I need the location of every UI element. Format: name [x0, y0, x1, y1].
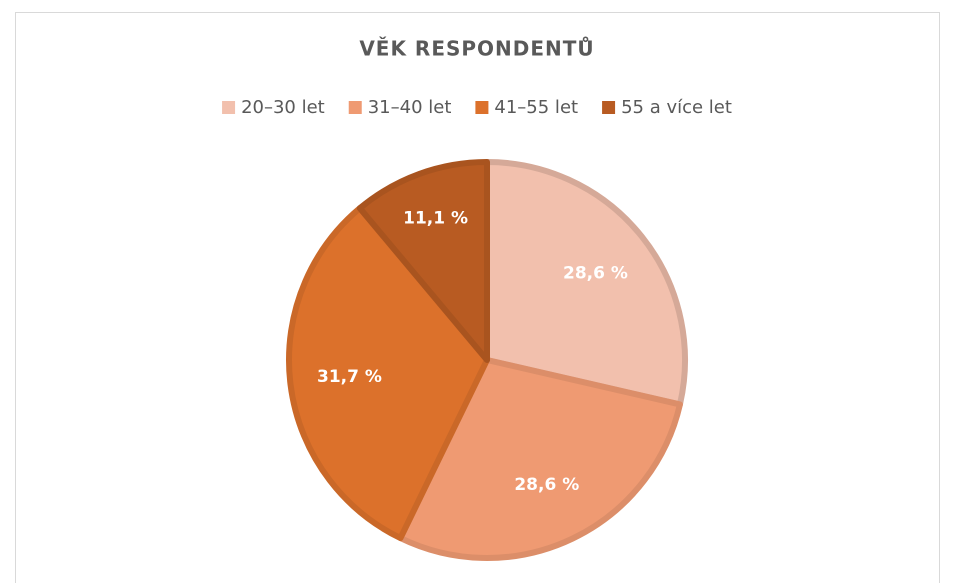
pie-slice	[286, 205, 490, 542]
legend-swatch	[348, 101, 362, 114]
pie-slice	[484, 159, 688, 408]
legend-swatch	[602, 101, 616, 114]
legend-swatch	[222, 101, 236, 114]
pie-slice	[397, 357, 683, 561]
legend-label: 41–55 let	[494, 97, 578, 118]
legend-label: 55 a více let	[621, 97, 732, 118]
data-label: 28,6 %	[563, 264, 628, 284]
legend-swatch	[475, 101, 489, 114]
chart-title: VĚK RESPONDENTŮ	[359, 37, 594, 61]
data-label: 11,1 %	[403, 209, 468, 229]
pie-slice	[356, 159, 490, 363]
data-label: 31,7 %	[317, 367, 382, 387]
legend-label: 31–40 let	[368, 97, 452, 118]
data-label: 28,6 %	[514, 475, 579, 495]
legend-label: 20–30 let	[241, 97, 325, 118]
